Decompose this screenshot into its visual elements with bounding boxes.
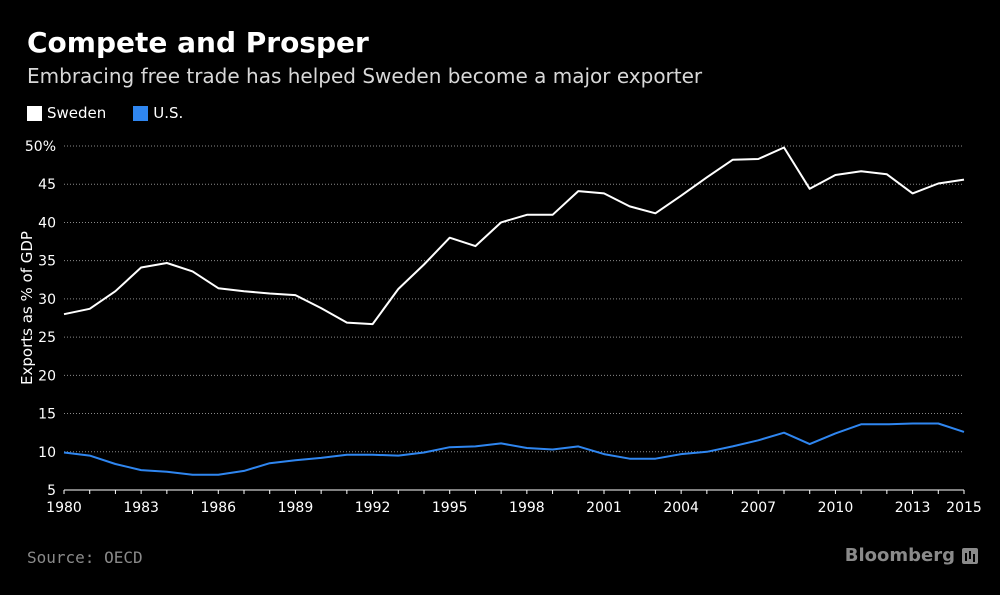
x-tick-label: 2007 (740, 500, 776, 516)
x-tick-label: 2001 (586, 500, 622, 516)
x-tick-label: 2010 (818, 500, 854, 516)
y-tick-label: 40 (38, 215, 56, 231)
x-tick-label: 1995 (432, 500, 468, 516)
y-axis-label: Exports as % of GDP (18, 231, 36, 385)
y-tick-label: 10 (38, 445, 56, 461)
x-tick-label: 1998 (509, 500, 545, 516)
chart-subtitle: Embracing free trade has helped Sweden b… (27, 64, 703, 88)
brand-name: Bloomberg (844, 545, 955, 566)
x-tick-label: 1983 (123, 500, 159, 516)
x-tick-label: 1989 (278, 500, 314, 516)
x-tick-label: 1992 (355, 500, 391, 516)
legend-swatch-us (133, 105, 149, 121)
x-tick-label: 1986 (200, 500, 236, 516)
x-tick-label: 1980 (46, 500, 82, 516)
x-tick-label: 2004 (663, 500, 699, 516)
y-tick-label: 5 (47, 483, 56, 499)
legend-label-sweden: Sweden (47, 104, 107, 122)
x-tick-label: 2015 (946, 500, 982, 516)
chart-title: Compete and Prosper (27, 26, 369, 59)
y-tick-label: 15 (38, 407, 56, 423)
legend-item-us: U.S. (133, 104, 183, 122)
x-tick-label: 2013 (895, 500, 931, 516)
y-tick-label: 50% (25, 139, 56, 155)
y-tick-label: 20 (38, 368, 56, 384)
legend-item-sweden: Sweden (27, 104, 106, 122)
series-line-us (63, 422, 965, 476)
y-tick-label: 30 (38, 292, 56, 308)
chart-legend: Sweden U.S. (27, 104, 210, 122)
y-tick-label: 45 (38, 177, 56, 193)
legend-label-us: U.S. (153, 104, 184, 122)
source-note: Source: OECD (27, 548, 143, 567)
y-tick-label: 25 (38, 330, 56, 346)
bloomberg-chart-icon (962, 547, 978, 564)
legend-swatch-sweden (27, 105, 42, 121)
brand-logo: Bloomberg (845, 545, 978, 566)
y-tick-label: 35 (38, 254, 56, 270)
series-line-sweden (63, 146, 965, 326)
